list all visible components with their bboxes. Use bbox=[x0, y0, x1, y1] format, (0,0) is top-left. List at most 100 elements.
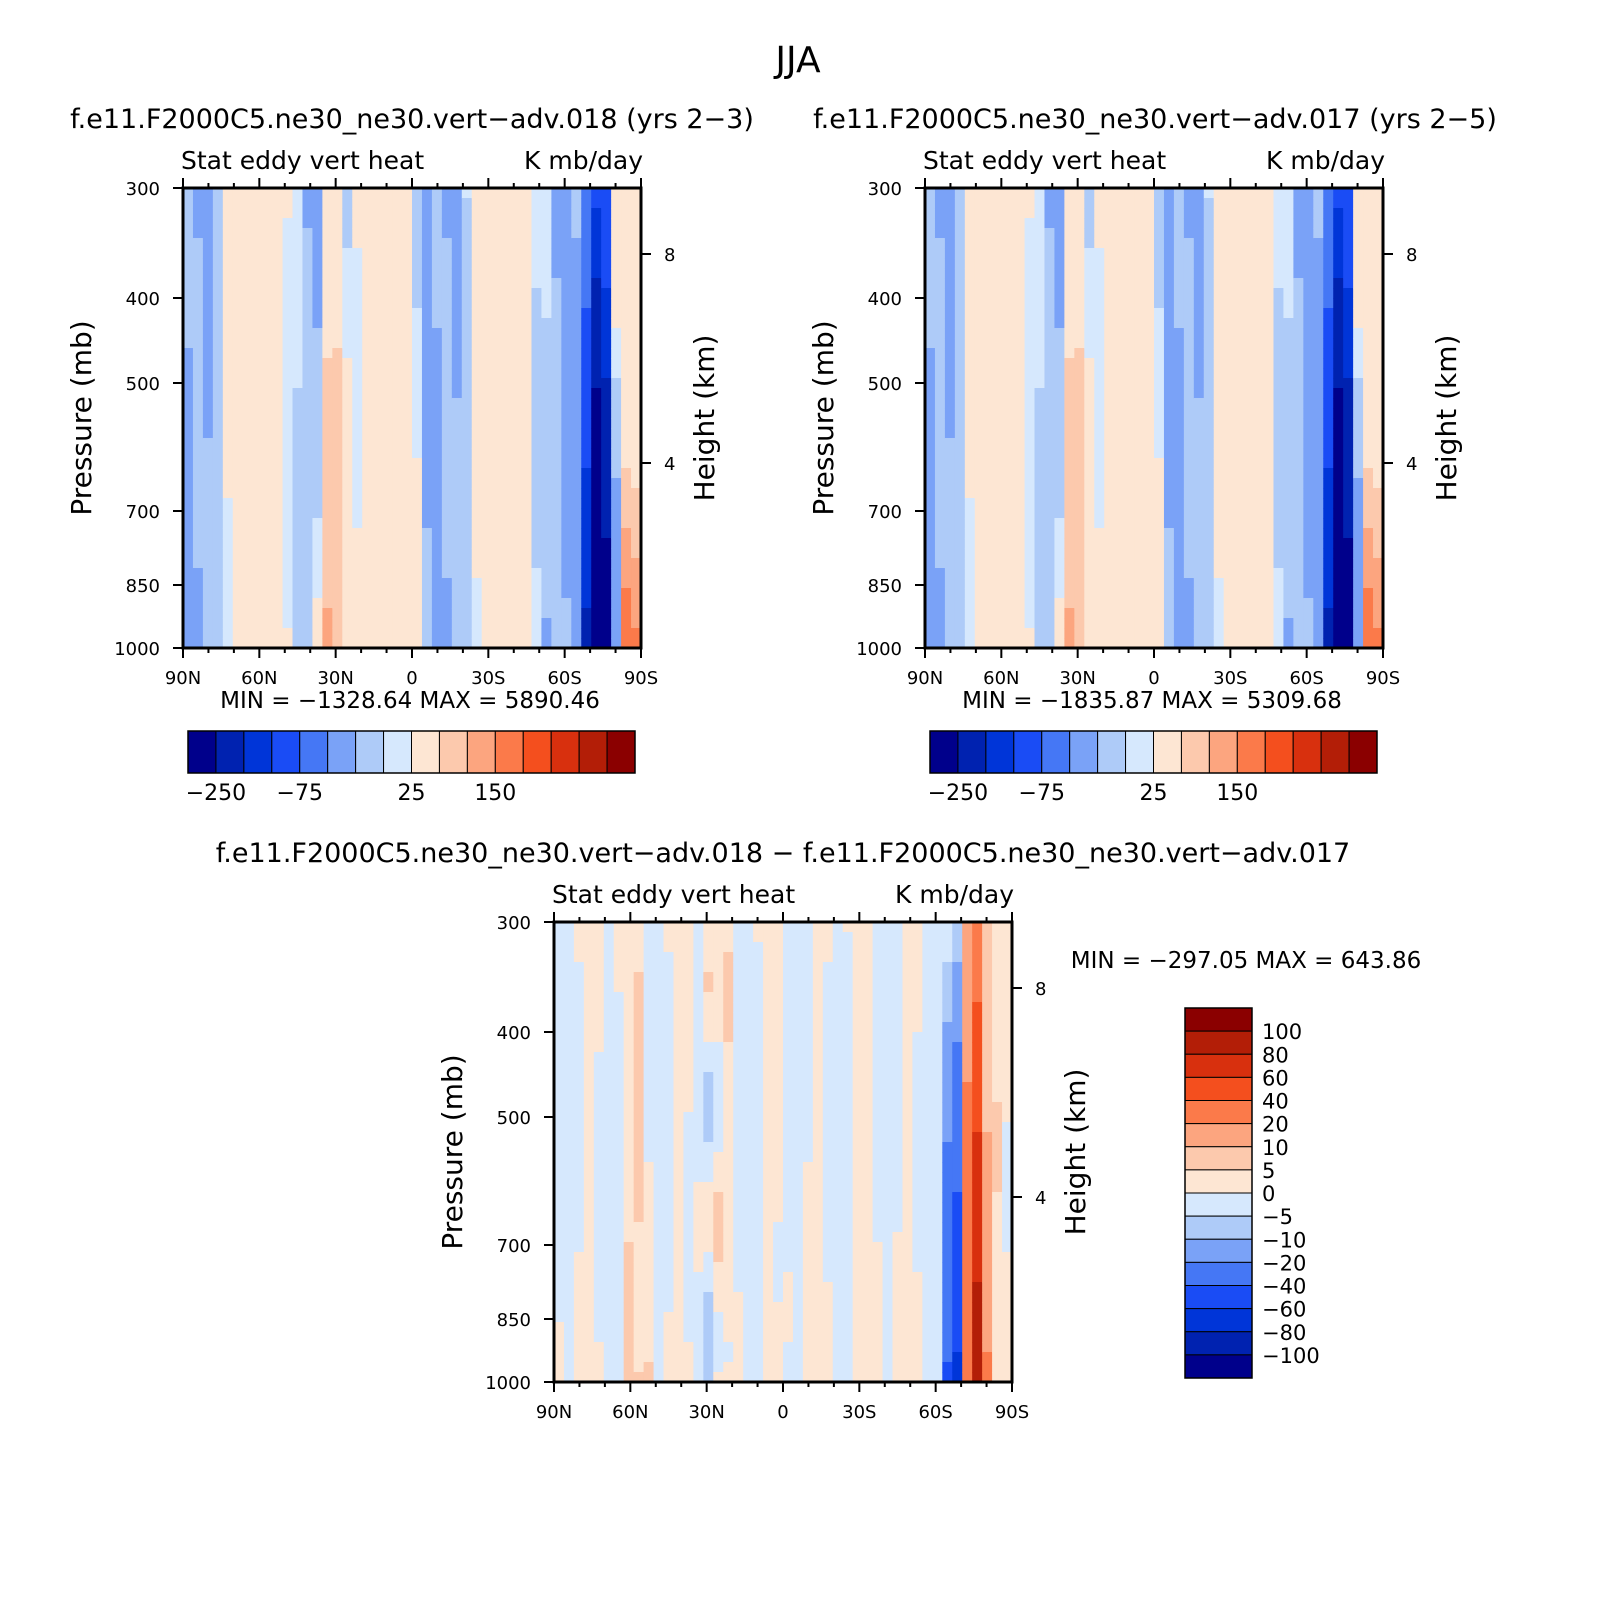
heatmap-cell bbox=[1154, 358, 1165, 369]
heatmap-cell bbox=[1363, 388, 1374, 399]
heatmap-cell bbox=[521, 358, 533, 369]
heatmap-cell bbox=[1343, 538, 1354, 549]
heatmap-cell bbox=[1313, 608, 1324, 619]
heatmap-cell bbox=[1303, 528, 1314, 539]
heatmap-cell bbox=[262, 398, 274, 409]
heatmap-cell bbox=[1124, 528, 1135, 539]
heatmap-cell bbox=[561, 508, 572, 519]
heatmap-cell bbox=[1114, 638, 1125, 649]
heatmap-cell bbox=[1343, 568, 1354, 579]
heatmap-cell bbox=[1243, 428, 1255, 439]
heatmap-cell bbox=[581, 588, 592, 599]
heatmap-cell bbox=[613, 1352, 625, 1363]
heatmap-cell bbox=[1114, 608, 1125, 619]
heatmap-cell bbox=[974, 398, 986, 409]
heatmap-cell bbox=[1283, 528, 1294, 539]
heatmap-cell bbox=[593, 1362, 605, 1373]
heatmap-cell bbox=[501, 308, 513, 319]
heatmap-cell bbox=[1004, 528, 1016, 539]
heatmap-cell bbox=[541, 588, 552, 599]
heatmap-cell bbox=[1243, 188, 1255, 199]
heatmap-cell bbox=[633, 1032, 645, 1043]
heatmap-cell bbox=[1233, 508, 1245, 519]
heatmap-cell bbox=[1134, 288, 1145, 299]
heatmap-cell bbox=[643, 1172, 655, 1183]
heatmap-cell bbox=[312, 528, 323, 539]
heatmap-cell bbox=[934, 258, 946, 269]
heatmap-cell bbox=[362, 198, 373, 209]
heatmap-cell bbox=[611, 418, 622, 429]
heatmap-cell bbox=[1303, 288, 1314, 299]
heatmap-cell bbox=[252, 488, 264, 499]
heatmap-cell bbox=[673, 1102, 685, 1113]
heatmap-cell bbox=[1253, 378, 1265, 389]
heatmap-cell bbox=[232, 498, 244, 509]
heatmap-cell bbox=[563, 962, 575, 973]
heatmap-cell bbox=[984, 518, 996, 529]
heatmap-cell bbox=[511, 318, 523, 329]
heatmap-cell bbox=[481, 208, 493, 219]
heatmap-cell bbox=[402, 288, 413, 299]
heatmap-cell bbox=[1074, 458, 1085, 469]
heatmap-cell bbox=[421, 558, 433, 569]
heatmap-cell bbox=[372, 338, 383, 349]
heatmap-cell bbox=[964, 618, 976, 629]
heatmap-cell bbox=[601, 198, 612, 209]
heatmap-cell bbox=[232, 228, 244, 239]
heatmap-cell bbox=[342, 358, 353, 369]
heatmap-cell bbox=[1263, 528, 1275, 539]
heatmap-cell bbox=[1014, 568, 1026, 579]
heatmap-cell bbox=[1193, 188, 1205, 199]
heatmap-cell bbox=[521, 538, 533, 549]
heatmap-cell bbox=[1014, 468, 1026, 479]
heatmap-cell bbox=[531, 498, 543, 509]
heatmap-cell bbox=[212, 348, 224, 359]
heatmap-cell bbox=[202, 498, 214, 509]
heatmap-cell bbox=[1313, 618, 1324, 629]
heatmap-cell bbox=[643, 1112, 655, 1123]
heatmap-cell bbox=[621, 378, 632, 389]
heatmap-cell bbox=[611, 548, 622, 559]
heatmap-cell bbox=[603, 1082, 615, 1093]
heatmap-cell bbox=[601, 418, 612, 429]
heatmap-cell bbox=[252, 348, 264, 359]
heatmap-cell bbox=[521, 368, 533, 379]
heatmap-cell bbox=[613, 1172, 625, 1183]
heatmap-cell bbox=[934, 328, 946, 339]
heatmap-cell bbox=[312, 588, 323, 599]
heatmap-cell bbox=[1373, 338, 1384, 349]
heatmap-cell bbox=[421, 378, 433, 389]
heatmap-cell bbox=[471, 528, 483, 539]
heatmap-cell bbox=[583, 1152, 595, 1163]
heatmap-cell bbox=[322, 328, 333, 339]
heatmap-cell bbox=[461, 438, 473, 449]
heatmap-cell bbox=[1014, 558, 1026, 569]
heatmap-cell bbox=[643, 1042, 655, 1053]
heatmap-cell bbox=[292, 208, 304, 219]
heatmap-cell bbox=[613, 1092, 625, 1103]
heatmap-cell bbox=[561, 358, 572, 369]
heatmap-cell bbox=[944, 298, 956, 309]
heatmap-cell bbox=[663, 1152, 675, 1163]
heatmap-cell bbox=[1373, 288, 1384, 299]
heatmap-cell bbox=[1144, 618, 1155, 629]
colorbar-box bbox=[1097, 730, 1127, 774]
heatmap-cell bbox=[1313, 538, 1324, 549]
heatmap-cell bbox=[362, 268, 373, 279]
heatmap-cell bbox=[1094, 388, 1105, 399]
heatmap-cell bbox=[663, 1202, 675, 1213]
heatmap-cell bbox=[1124, 458, 1135, 469]
heatmap-cell bbox=[1144, 208, 1155, 219]
heatmap-cell bbox=[551, 188, 562, 199]
heatmap-cell bbox=[461, 468, 473, 479]
heatmap-cell bbox=[1193, 348, 1205, 359]
heatmap-cell bbox=[421, 368, 433, 379]
heatmap-cell bbox=[471, 298, 483, 309]
heatmap-cell bbox=[531, 328, 543, 339]
heatmap-cell bbox=[1283, 418, 1294, 429]
heatmap-cell bbox=[581, 298, 592, 309]
heatmap-cell bbox=[611, 568, 622, 579]
heatmap-cell bbox=[511, 618, 523, 629]
heatmap-cell bbox=[653, 962, 665, 973]
heatmap-cell bbox=[551, 558, 562, 569]
